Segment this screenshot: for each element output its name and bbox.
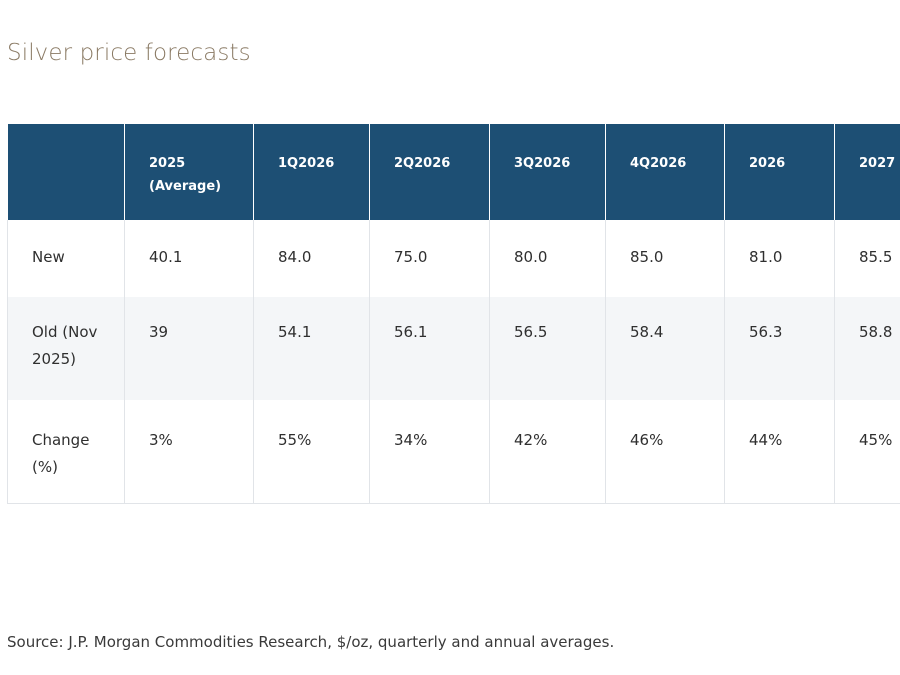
table-cell: 80.0 [489,220,606,297]
row-label-old-line1: Old (Nov [32,323,98,341]
table-cell: 45% [834,400,900,504]
table-cell: 85.5 [834,220,900,297]
table-header-row: 2025 (Average) 1Q2026 2Q2026 3Q2026 4Q202… [7,124,900,220]
table-cell: 34% [369,400,490,504]
table-cell: 56.1 [369,297,490,400]
table-cell: 55% [253,400,370,504]
table-cell: 81.0 [724,220,835,297]
table-row-new: New 40.1 84.0 75.0 80.0 85.0 81.0 85.5 [7,220,900,297]
table-cell: 58.4 [605,297,725,400]
table-cell: 3% [124,400,254,504]
header-cell-1q2026: 1Q2026 [253,124,370,220]
table-cell: 42% [489,400,606,504]
table-cell: 39 [124,297,254,400]
row-label-old: Old (Nov 2025) [7,297,125,400]
row-label-change-line1: Change [32,431,90,449]
forecast-table: 2025 (Average) 1Q2026 2Q2026 3Q2026 4Q202… [7,124,900,504]
table-row-change: Change (%) 3% 55% 34% 42% 46% 44% 45% [7,400,900,504]
row-label-change: Change (%) [7,400,125,504]
forecast-table-container: 2025 (Average) 1Q2026 2Q2026 3Q2026 4Q202… [7,124,900,504]
header-average: (Average) [149,179,222,194]
table-row-old: Old (Nov 2025) 39 54.1 56.1 56.5 58.4 56.… [7,297,900,400]
table-cell: 44% [724,400,835,504]
table-cell: 56.5 [489,297,606,400]
source-note: Source: J.P. Morgan Commodities Research… [7,633,615,651]
page-title: Silver price forecasts [7,40,251,66]
table-cell: 46% [605,400,725,504]
table-cell: 40.1 [124,220,254,297]
header-cell-2025-average: 2025 (Average) [124,124,254,220]
header-2025: 2025 [149,156,186,171]
row-label-change-line2: (%) [32,458,58,476]
row-label-old-line2: 2025) [32,350,77,368]
table-cell: 58.8 [834,297,900,400]
header-cell-empty [7,124,125,220]
header-cell-2027: 2027 [834,124,900,220]
header-cell-2q2026: 2Q2026 [369,124,490,220]
header-cell-3q2026: 3Q2026 [489,124,606,220]
table-cell: 84.0 [253,220,370,297]
table-cell: 75.0 [369,220,490,297]
header-cell-4q2026: 4Q2026 [605,124,725,220]
table-cell: 54.1 [253,297,370,400]
header-cell-2026: 2026 [724,124,835,220]
row-label-new: New [7,220,125,297]
table-cell: 56.3 [724,297,835,400]
table-cell: 85.0 [605,220,725,297]
